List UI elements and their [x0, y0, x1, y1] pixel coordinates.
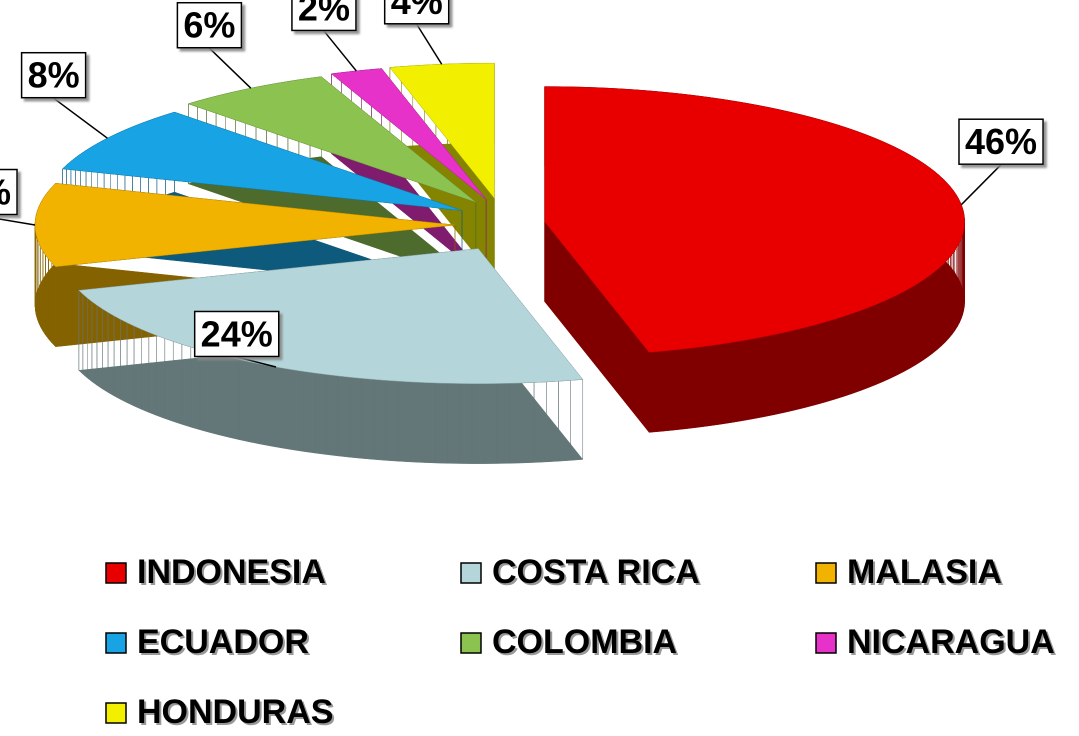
- legend-swatch: [105, 632, 127, 654]
- slice: [61, 111, 463, 211]
- label-box: [958, 118, 1044, 165]
- legend-label: MALASIA: [847, 553, 1002, 591]
- data-label: 46%: [958, 118, 1044, 165]
- legend-swatch: [105, 702, 127, 724]
- label-box: [383, 0, 450, 25]
- data-label-text: 10%: [0, 172, 11, 213]
- data-label-text: 2%: [298, 0, 350, 28]
- data-label: 4%: [383, 0, 450, 25]
- legend-swatch: [105, 562, 127, 584]
- leader-line: [323, 30, 357, 72]
- label-box: [291, 0, 357, 32]
- legend-swatch: [460, 562, 482, 584]
- data-label: 24%: [193, 310, 280, 358]
- leader-line: [236, 356, 277, 368]
- leader-line: [960, 164, 1002, 206]
- leader-line: [53, 97, 108, 139]
- legend-label-shadow: MALASIA: [849, 555, 1004, 593]
- data-label: 8%: [20, 51, 87, 99]
- slice: [34, 183, 456, 267]
- label-box: [20, 51, 87, 99]
- leader-line: [416, 23, 443, 65]
- legend-label-shadow: NICARAGUA: [849, 625, 1057, 663]
- slice: [544, 86, 965, 353]
- label-box: [0, 168, 18, 216]
- slice: [330, 68, 487, 200]
- legend-swatch: [815, 562, 837, 584]
- data-label-text: 24%: [201, 313, 273, 354]
- label-box: [176, 1, 243, 49]
- legend-label: NICARAGUA: [847, 623, 1055, 661]
- legend-label-shadow: INDONESIA: [139, 555, 328, 593]
- leader-line: [208, 47, 252, 89]
- legend-label: COSTA RICA: [492, 553, 700, 591]
- slice: [187, 76, 477, 203]
- legend-swatch: [460, 632, 482, 654]
- legend-swatch: [815, 632, 837, 654]
- data-label-text: 46%: [965, 121, 1037, 162]
- legend-label-shadow: COSTA RICA: [494, 555, 702, 593]
- data-label-text: 6%: [183, 5, 235, 46]
- slice: [389, 62, 495, 199]
- data-label: 2%: [291, 0, 357, 32]
- legend-label: HONDURAS: [137, 693, 333, 731]
- legend-label-shadow: COLOMBIA: [494, 625, 679, 663]
- legend-label: ECUADOR: [137, 623, 309, 661]
- legend-label-shadow: ECUADOR: [139, 625, 311, 663]
- legend-label: COLOMBIA: [492, 623, 677, 661]
- data-label: 6%: [176, 1, 243, 49]
- leader-line: [0, 218, 36, 226]
- data-label-text: 8%: [28, 55, 80, 96]
- legend-label-shadow: HONDURAS: [139, 695, 335, 733]
- data-label: 10%: [0, 168, 18, 216]
- data-label-text: 4%: [391, 0, 443, 22]
- legend-label: INDONESIA: [137, 553, 326, 591]
- label-box: [193, 310, 280, 358]
